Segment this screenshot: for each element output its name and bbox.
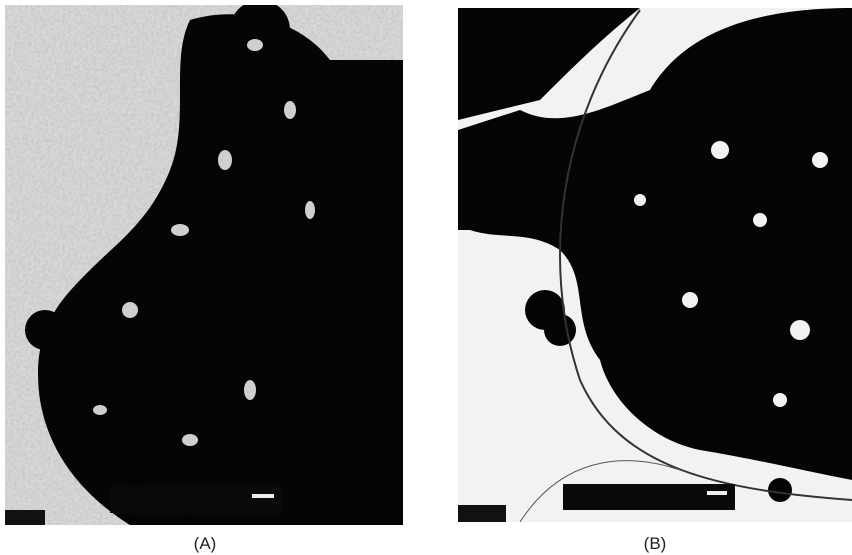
micrograph-b (458, 8, 852, 522)
panel-label: (B) (644, 534, 667, 553)
panel-label: (A) (194, 534, 217, 553)
micrograph-a (5, 0, 403, 528)
figure: (A) (B) (0, 0, 852, 555)
